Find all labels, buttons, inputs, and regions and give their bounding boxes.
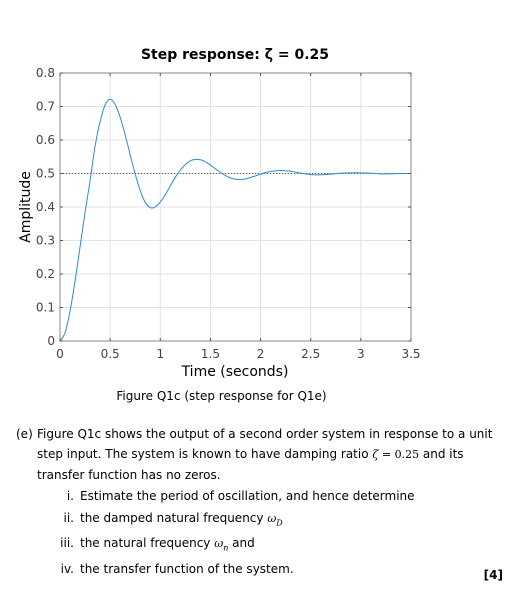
y-tick-label-5: 0.5 — [36, 167, 55, 181]
sub-question-iv: iv. the transfer function of the system. — [37, 559, 506, 581]
x-axis-ticks: 0 0.5 1 1.5 2 2.5 3 3.5 — [56, 73, 421, 361]
sub-question-ii: ii. the damped natural frequency ωD — [37, 508, 506, 534]
chart-title: Step response: ζ = 0.25 — [141, 47, 329, 63]
sub-question-text: the transfer function of the system. — [80, 562, 294, 577]
omega-subscript: n — [223, 543, 229, 553]
x-tick-label-6: 3 — [357, 347, 365, 361]
y-axis-label: Amplitude — [18, 171, 34, 243]
x-tick-label-0: 0 — [56, 347, 64, 361]
y-tick-label-0: 0 — [47, 334, 55, 348]
omega-symbol: ω — [214, 537, 224, 551]
step-response-chart: Step response: ζ = 0.25 0 0.5 1 1.5 2 2.5 3 3.5… — [18, 47, 421, 380]
marks-badge: [4] — [483, 568, 503, 582]
x-tick-label-5: 2.5 — [301, 347, 320, 361]
sub-question-number: i. — [66, 489, 74, 503]
figure-caption: Figure Q1c (step response for Q1e) — [116, 389, 327, 403]
x-tick-label-4: 2 — [257, 347, 265, 361]
sub-question-tail: and — [228, 536, 255, 551]
y-tick-label-2: 0.2 — [36, 267, 55, 281]
question-label: (e) — [16, 427, 33, 441]
question-e: (e) Figure Q1c shows the output of a sec… — [16, 424, 506, 581]
x-axis-label: Time (seconds) — [181, 364, 289, 380]
y-tick-label-7: 0.7 — [36, 100, 55, 114]
y-tick-label-8: 0.8 — [36, 66, 55, 80]
sub-question-number: ii. — [63, 510, 74, 525]
x-tick-label-2: 1 — [156, 347, 164, 361]
sub-question-number: iii. — [60, 536, 74, 551]
x-tick-label-7: 3.5 — [401, 347, 420, 361]
question-text-1: Figure Q1c shows the output of a second … — [37, 427, 493, 461]
omega-symbol: ω — [267, 511, 277, 525]
x-tick-label-3: 1.5 — [201, 347, 220, 361]
y-tick-label-3: 0.3 — [36, 234, 55, 248]
zeta-symbol: ζ — [372, 448, 379, 461]
y-tick-label-1: 0.1 — [36, 301, 55, 315]
sub-question-text: the damped natural frequency — [80, 510, 268, 525]
zeta-value: = 0.25 — [378, 448, 420, 461]
sub-question-number: iv. — [60, 562, 74, 577]
y-tick-label-4: 0.4 — [36, 200, 55, 214]
y-tick-label-6: 0.6 — [36, 133, 55, 147]
sub-question-iii: iii. the natural frequency ωn and — [37, 533, 506, 559]
y-axis-ticks: 0 0.1 0.2 0.3 0.4 0.5 0.6 0.7 0.8 — [36, 66, 411, 348]
series-group — [59, 98, 412, 342]
sub-question-list: i. Estimate the period of oscillation, a… — [37, 486, 506, 581]
series-line-0 — [59, 98, 412, 342]
sub-question-i: i. Estimate the period of oscillation, a… — [37, 486, 506, 508]
sub-question-text: the natural frequency — [80, 536, 215, 551]
x-tick-label-1: 0.5 — [101, 347, 120, 361]
question-text-2: and its transfer function has no zeros. — [37, 447, 464, 482]
sub-question-text: Estimate the period of oscillation, and … — [80, 489, 415, 503]
omega-subscript: D — [276, 517, 283, 527]
question-body: Figure Q1c shows the output of a second … — [37, 424, 506, 581]
